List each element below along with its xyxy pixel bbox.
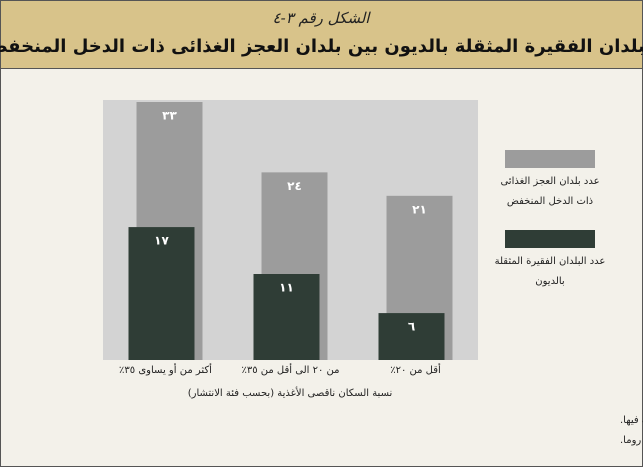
- value-label: ٢٤: [287, 179, 302, 193]
- source: المصدر: «حالة انعدام الأمن الغذائى فى ال…: [620, 433, 643, 446]
- x-tick-label: أقل من ٢٠٪: [390, 363, 441, 376]
- value-label: ١٧: [154, 234, 169, 248]
- x-axis-label: نسبة السكان ناقصى الأغذية (بحسب فئة الان…: [188, 386, 393, 399]
- legend-swatch: [505, 230, 595, 248]
- x-tick-label: من ٢٠ الى أقل من ٣٥٪: [241, 363, 339, 376]
- bar: [378, 313, 445, 360]
- value-label: ٢١: [412, 202, 427, 216]
- value-label: ٦: [408, 320, 415, 334]
- bar: [128, 227, 195, 360]
- note: ملحوظة: البيانات لاتشمل ١٤ بلدا من بلدان…: [620, 413, 643, 426]
- value-label: ١١: [279, 281, 294, 295]
- bar: [253, 274, 320, 360]
- figure-number: الشكل رقم ٣-٤: [273, 9, 372, 27]
- legend-swatch: [505, 150, 595, 168]
- header: [0, 0, 643, 69]
- value-label: ٣٣: [162, 109, 177, 123]
- legend-label: عدد بلدان العجز الغذائى ذات الدخل المنخف…: [500, 176, 600, 207]
- legend-item: عدد بلدان العجز الغذائى ذات الدخل المنخف…: [500, 176, 600, 207]
- chart-title: البلدان الفقيرة المثقلة بالديون بين بلدا…: [0, 36, 643, 57]
- x-tick-label: أكثر من أو يساوى ٣٥٪: [119, 363, 212, 376]
- legend-label: عدد البلدان الفقيرة المثقلة بالديون: [494, 256, 606, 287]
- legend-item: عدد البلدان الفقيرة المثقلة بالديون: [494, 256, 606, 287]
